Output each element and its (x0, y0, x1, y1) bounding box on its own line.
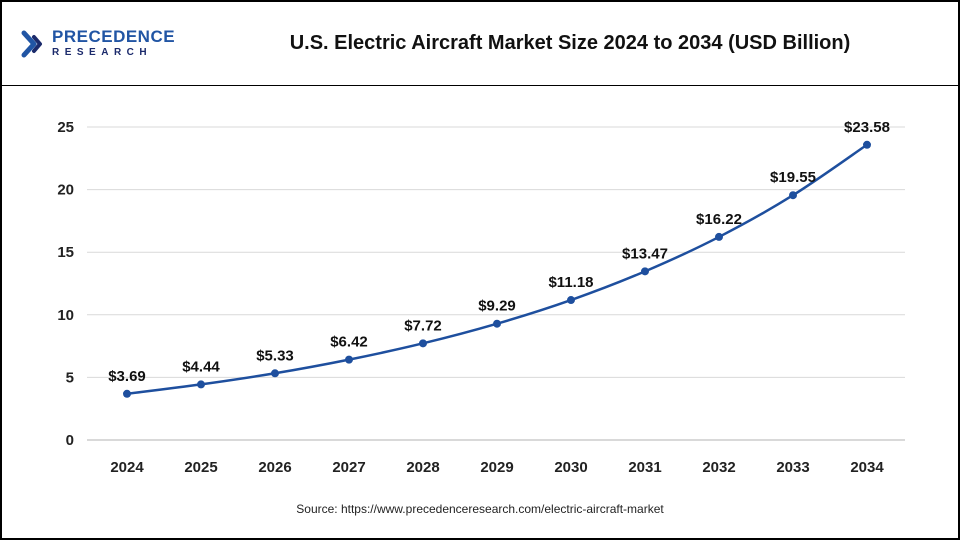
data-label: $16.22 (696, 211, 742, 228)
x-axis-tick-label: 2029 (480, 459, 513, 476)
data-point (789, 191, 797, 200)
data-point (493, 319, 501, 328)
x-axis-tick-label: 2032 (702, 459, 735, 476)
data-point (715, 232, 723, 241)
data-label: $4.44 (182, 358, 220, 375)
y-axis-tick-label: 25 (57, 119, 74, 136)
logo-line2: RESEARCH (52, 47, 153, 59)
header: PRECEDENCE RESEARCH U.S. Electric Aircra… (2, 2, 958, 86)
data-point (419, 339, 427, 348)
data-label: $3.69 (108, 368, 146, 385)
page-title: U.S. Electric Aircraft Market Size 2024 … (289, 32, 851, 54)
data-label: $7.72 (404, 317, 442, 334)
x-axis-tick-label: 2028 (406, 459, 439, 476)
y-axis-tick-label: 0 (66, 432, 74, 449)
footer: Source: https://www.precedenceresearch.c… (2, 480, 958, 538)
x-axis-tick-label: 2025 (184, 459, 217, 476)
data-label: $5.33 (256, 347, 294, 364)
data-point (863, 140, 871, 149)
chart-area: 0 5 10 15 20 25 2024 2025 2026 2027 2028 2029 2030 20… (2, 86, 958, 480)
data-label: $6.42 (330, 334, 368, 351)
x-axis-tick-label: 2026 (258, 459, 291, 476)
logo-line1: PRECEDENCE (52, 27, 176, 47)
x-axis-tick-label: 2031 (628, 459, 661, 476)
series-line (126, 143, 868, 396)
data-label: $11.18 (548, 274, 593, 291)
y-axis-tick-label: 10 (57, 307, 74, 324)
y-axis-tick-label: 20 (57, 182, 74, 199)
x-axis-tick-label: 2024 (110, 459, 144, 476)
data-point (641, 267, 649, 276)
data-label: $19.55 (770, 169, 816, 186)
data-point (271, 369, 279, 378)
source-text: Source: https://www.precedenceresearch.c… (296, 502, 664, 516)
data-point (197, 380, 205, 389)
data-label: $13.47 (622, 245, 668, 262)
y-axis-tick-label: 15 (57, 244, 74, 261)
data-point (345, 355, 353, 364)
x-axis-tick-label: 2030 (554, 459, 587, 476)
x-axis-tick-label: 2027 (332, 459, 365, 476)
x-axis-tick-label: 2033 (776, 459, 809, 476)
x-axis-tick-label: 2034 (850, 459, 884, 476)
data-point (567, 296, 575, 305)
logo-text: PRECEDENCE RESEARCH (52, 28, 175, 58)
logo-arrow-icon (21, 30, 42, 57)
data-label: $23.58 (844, 119, 890, 136)
precedence-research-logo: PRECEDENCE RESEARCH (20, 28, 230, 60)
y-axis-tick-label: 5 (66, 369, 74, 386)
data-label: $9.29 (478, 298, 516, 315)
data-point (123, 389, 131, 398)
